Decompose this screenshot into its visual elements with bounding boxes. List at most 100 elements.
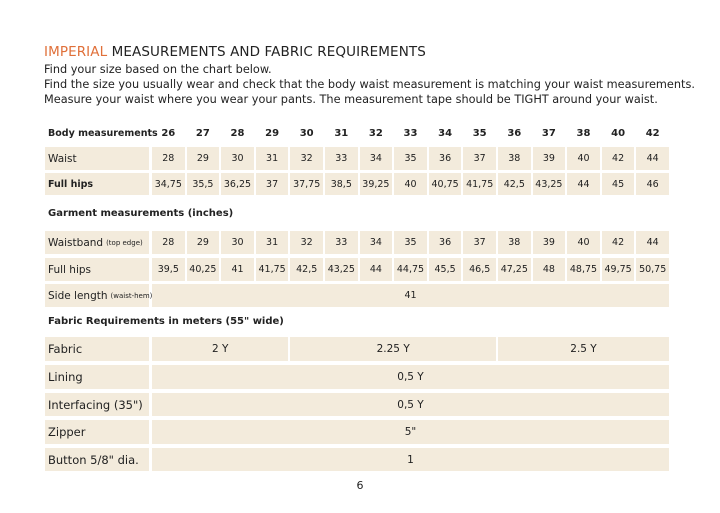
table-cell: 46 — [636, 173, 669, 195]
table-cell: 40,25 — [186, 258, 220, 281]
table-cell: 42,5 — [498, 173, 531, 195]
row-label: Zipper — [45, 420, 149, 444]
table-cell: 33 — [325, 147, 358, 170]
table-cell: 28 — [230, 127, 245, 139]
table-cell: 37 — [463, 231, 496, 254]
table-cell: 33 — [325, 231, 358, 254]
table-cell: 42,5 — [290, 258, 323, 281]
row-label: Waist — [45, 147, 149, 170]
table-cell: 41 — [152, 284, 669, 307]
table-cell: 36 — [507, 127, 522, 139]
row-label: Full hips — [45, 258, 149, 281]
table-cell: 2.25 Y — [290, 337, 496, 361]
label-text: Zipper — [48, 425, 86, 439]
table-cell: 34,75 — [152, 173, 185, 195]
section-heading: Fabric Requirements in meters (55" wide) — [48, 315, 284, 327]
label-text: Full hips — [48, 178, 94, 190]
label-text: Lining — [48, 370, 83, 384]
label-text: Side length — [48, 289, 108, 302]
table-cell: 44 — [359, 258, 393, 281]
title-text: MEASUREMENTS AND FABRIC REQUIREMENTS — [111, 44, 426, 60]
table-cell: 29 — [186, 147, 220, 170]
table-cell: 5" — [152, 420, 669, 444]
table-cell: 42 — [601, 147, 635, 170]
intro-line: Find the size you usually wear and check… — [44, 78, 695, 91]
table-cell: 29 — [186, 231, 220, 254]
section-heading: Garment measurements (inches) — [48, 207, 234, 219]
row-label: Full hips — [45, 173, 149, 195]
table-cell: 28 — [152, 231, 185, 254]
label-note: (waist-hem) — [110, 291, 153, 300]
table-cell: 40 — [567, 147, 600, 170]
label-text: Button 5/8" dia. — [48, 452, 139, 467]
table-cell: 2.5 Y — [498, 337, 669, 361]
table-cell: 35 — [472, 127, 487, 139]
table-cell: 44 — [636, 231, 669, 254]
table-cell: 37,75 — [290, 173, 323, 195]
table-cell: 32 — [290, 147, 323, 170]
table-cell: 40 — [611, 127, 626, 139]
table-cell: 34 — [359, 147, 393, 170]
table-cell: 42 — [645, 127, 660, 139]
row-label: Waistband (top edge) — [45, 231, 149, 254]
table-cell: 36,25 — [221, 173, 254, 195]
table-cell: 37 — [541, 127, 556, 139]
table-cell: 40 — [567, 231, 600, 254]
table-cell: 31 — [334, 127, 349, 139]
table-cell: 31 — [255, 147, 289, 170]
row-label: Fabric — [45, 337, 149, 361]
intro-line: Measure your waist where you wear your p… — [44, 93, 658, 106]
table-cell: 38 — [498, 231, 531, 254]
table-cell: 30 — [221, 147, 254, 170]
table-cell: 37 — [255, 173, 289, 195]
table-cell: 39,5 — [152, 258, 185, 281]
table-cell: 46,5 — [463, 258, 496, 281]
table-cell: 26 — [161, 127, 176, 139]
table-cell: 35 — [394, 147, 427, 170]
row-label: Body measurements — [45, 123, 158, 143]
table-cell: 45,5 — [428, 258, 462, 281]
table-cell: 28 — [152, 147, 185, 170]
table-cell: 35 — [394, 231, 427, 254]
table-cell: 2 Y — [152, 337, 289, 361]
table-cell: 42 — [601, 231, 635, 254]
table-cell: 41,75 — [255, 258, 289, 281]
table-cell: 39,25 — [359, 173, 393, 195]
table-cell: 31 — [255, 231, 289, 254]
table-cell: 41 — [221, 258, 254, 281]
table-cell: 1 — [152, 448, 669, 471]
table-cell: 44 — [567, 173, 600, 195]
label-text: Waistband — [48, 236, 104, 249]
label-text: Fabric — [48, 342, 83, 356]
table-cell: 38 — [498, 147, 531, 170]
table-cell: 40,75 — [428, 173, 462, 195]
table-cell: 50,75 — [636, 258, 669, 281]
table-cell: 27 — [195, 127, 210, 139]
table-cell: 34 — [438, 127, 453, 139]
table-cell: 43,25 — [325, 258, 358, 281]
row-label: Button 5/8" dia. — [45, 448, 149, 471]
table-cell: 38,5 — [325, 173, 358, 195]
table-cell: 32 — [368, 127, 383, 139]
table-cell: 39 — [532, 147, 566, 170]
table-cell: 47,25 — [498, 258, 531, 281]
label-text: Waist — [48, 152, 77, 165]
table-cell: 36 — [428, 147, 462, 170]
table-cell: 49,75 — [601, 258, 635, 281]
table-cell: 0,5 Y — [152, 393, 669, 416]
table-cell: 44 — [636, 147, 669, 170]
row-label: Lining — [45, 365, 149, 389]
row-label: Side length (waist-hem) — [45, 284, 152, 307]
title: IMPERIAL MEASUREMENTS AND FABRIC REQUIRE… — [44, 44, 426, 60]
table-cell: 30 — [221, 231, 254, 254]
intro-line: Find your size based on the chart below. — [44, 63, 272, 76]
label-note: (top edge) — [106, 238, 143, 247]
table-cell: 48 — [532, 258, 566, 281]
row-label: Interfacing (35") — [45, 393, 149, 416]
label-text: Interfacing (35") — [48, 397, 143, 412]
table-cell: 40 — [394, 173, 427, 195]
table-cell: 33 — [403, 127, 418, 139]
table-cell: 30 — [299, 127, 314, 139]
table-cell: 34 — [359, 231, 393, 254]
